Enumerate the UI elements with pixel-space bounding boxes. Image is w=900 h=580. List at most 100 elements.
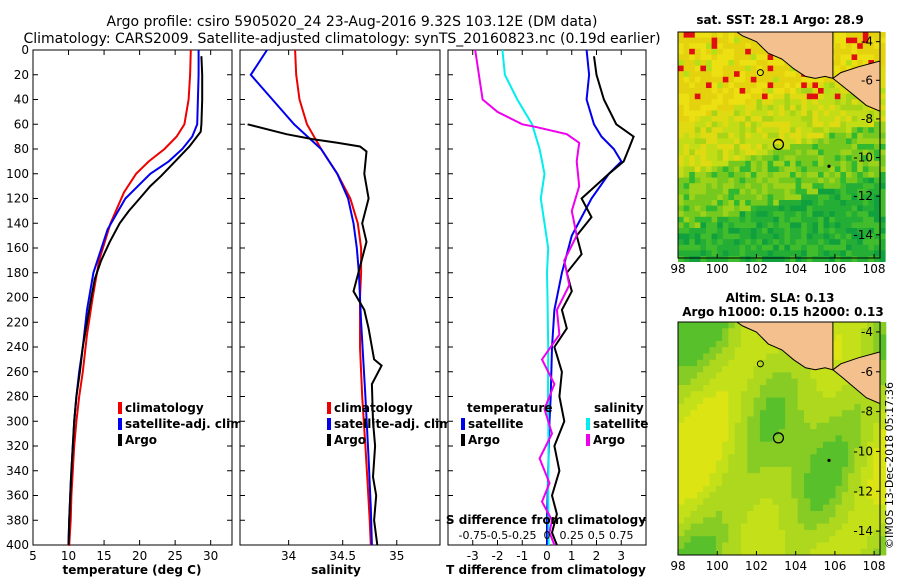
map-cell [778,194,785,201]
map-cell [717,76,724,83]
map-cell [728,183,735,190]
map-cell [745,216,752,223]
map-cell [728,542,736,550]
map-cell [722,429,729,436]
map-cell [778,403,786,411]
map-cell [694,149,701,156]
map-cell [778,542,786,550]
map-cell [689,88,696,94]
map-cell [728,529,736,537]
map-cell [706,82,712,89]
map-cell [829,76,836,83]
map-cell [790,104,796,111]
map-cell [857,256,864,262]
map-cell [750,222,757,229]
map-cell [834,48,841,55]
map-cell [753,454,761,461]
difference-legend: temperature satellite Argo salinity sate… [461,401,648,447]
map-cell [873,340,880,348]
map-cell [762,239,768,246]
map-cell [711,71,718,78]
map-cell [734,172,740,178]
map-y-tick-label: -10 [853,444,873,458]
map-cell [778,144,785,150]
map-cell [801,216,808,223]
map-cell [696,366,704,373]
map-cell [739,250,746,257]
map-cell [722,504,729,512]
map-cell [694,99,701,106]
map-cell [868,194,875,201]
map-cell [818,228,824,234]
map-cell [696,378,704,386]
map-cell [678,403,685,411]
map-cell [778,385,786,392]
map-cell [759,366,767,373]
map-cell [734,37,740,44]
map-cell [846,138,852,145]
map-cell [747,359,754,367]
map-cell [862,138,869,145]
map-cell [772,353,780,361]
map-cell [683,256,690,262]
map-cell [812,177,819,184]
map-cell [810,460,817,468]
map-cell [717,250,724,257]
map-cell [706,149,712,156]
map-cell [747,460,754,468]
map-cell [801,132,808,139]
map-cell [678,378,685,386]
map-cell [879,216,886,223]
map-cell [810,385,817,392]
map-cell [806,116,813,122]
map-cell [834,60,841,66]
diff-legend-s-argo-swatch [586,434,590,446]
map-cell [846,177,852,184]
map-cell [840,132,847,139]
map-cell [745,99,752,106]
map-cell [862,233,869,240]
map-cell [766,523,773,531]
map-cell [728,127,735,134]
map-cell [722,76,729,83]
map-cell [762,60,768,66]
map-cell [854,466,862,474]
map-cell [683,228,690,234]
map-cell [857,250,864,257]
map-cell [741,504,748,512]
map-cell [759,441,767,449]
map-cell [818,244,824,251]
map-cell [717,211,724,218]
map-cell [767,250,774,257]
map-cell [785,366,792,373]
map-cell [784,88,791,94]
map-cell [790,144,796,150]
map-cell [741,548,748,556]
map-cell [683,205,690,212]
map-cell [816,403,824,411]
map-cell [711,43,718,50]
map-cell [722,548,729,556]
map-cell [810,397,817,405]
map-cell [818,222,824,229]
map-cell [759,448,767,455]
map-cell [851,32,858,38]
map-cell [734,372,742,380]
y-tick-label: 280 [6,390,29,404]
map-cell [728,429,736,436]
map-cell [840,250,847,257]
map-cell [711,166,718,173]
map-cell [840,205,847,212]
map-cell [756,250,763,257]
map-cell [706,160,712,167]
map-cell [750,54,757,61]
map-cell [848,485,855,493]
map-cell [810,536,817,543]
map-cell [722,233,729,240]
map-cell [778,429,786,436]
map-cell [722,144,729,150]
map-cell [756,65,763,72]
map-cell [879,76,886,83]
map-cell [835,359,843,367]
sla-map-cells [678,322,887,556]
